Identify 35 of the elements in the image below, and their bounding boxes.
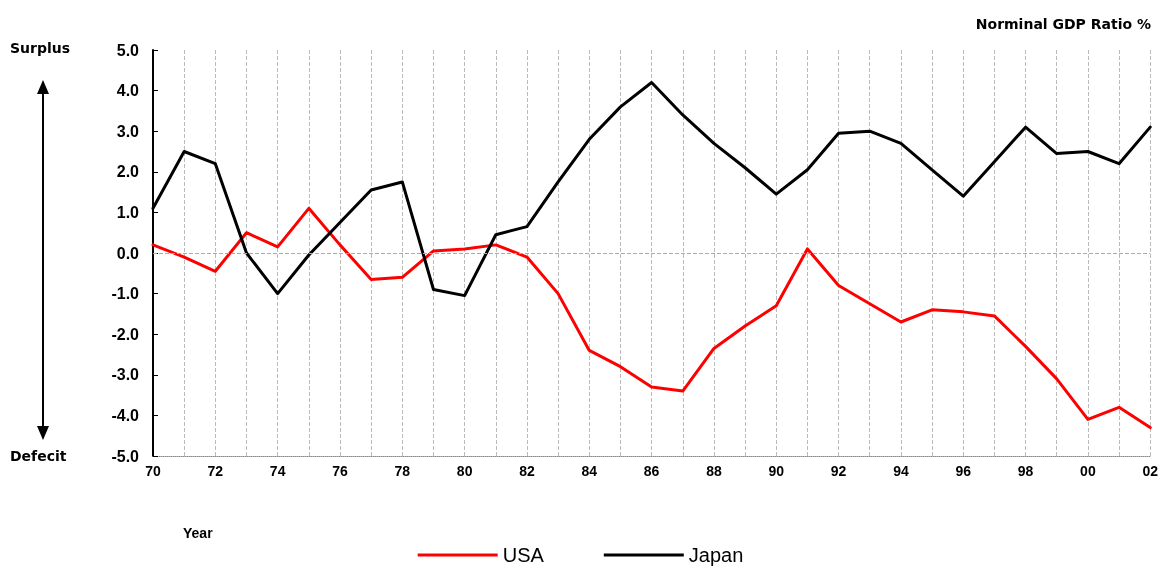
line-series bbox=[151, 206, 1152, 430]
x-tick-label: 00 bbox=[1080, 463, 1096, 479]
y-tick-label: 3.0 bbox=[116, 122, 140, 140]
y-tick-label: 1.0 bbox=[116, 203, 140, 221]
x-tick-label: 82 bbox=[519, 463, 535, 479]
x-tick-label: 70 bbox=[145, 463, 161, 479]
x-tick-label: 02 bbox=[1142, 463, 1159, 479]
text: Surplus bbox=[10, 40, 71, 56]
x-tick-label: 94 bbox=[893, 463, 909, 479]
y-axis-title: Norminal GDP Ratio % bbox=[975, 16, 1151, 32]
x-tick-label: 80 bbox=[456, 463, 473, 479]
x-tick-label: 88 bbox=[706, 463, 722, 479]
x-tick-label: 90 bbox=[768, 463, 785, 479]
x-tick-label: 92 bbox=[830, 463, 847, 479]
y-tick-label: -2.0 bbox=[111, 325, 140, 343]
legend-label: Japan bbox=[688, 544, 744, 566]
x-tick-label: 98 bbox=[1017, 463, 1034, 479]
y-tick-label: -5.0 bbox=[111, 447, 140, 465]
x-tick-label: 86 bbox=[643, 463, 660, 479]
y-tick-label: 5.0 bbox=[116, 41, 140, 59]
x-axis-title: Year bbox=[183, 525, 214, 541]
y-tick-label: 0.0 bbox=[116, 244, 140, 262]
y-tick-label: 4.0 bbox=[116, 82, 140, 100]
legend-label: USA bbox=[502, 544, 545, 566]
x-tick-label: 72 bbox=[207, 463, 224, 479]
x-tick-label: 96 bbox=[955, 463, 972, 479]
y-tick-label: -3.0 bbox=[111, 366, 140, 384]
x-tick-label: 74 bbox=[269, 463, 286, 479]
y-tick-label: -4.0 bbox=[111, 406, 140, 424]
x-tick-label: 84 bbox=[581, 463, 598, 479]
x-tick-label: 78 bbox=[394, 463, 411, 479]
text: Defecit bbox=[10, 448, 67, 464]
y-tick-label: -1.0 bbox=[111, 285, 140, 303]
x-tick-label: 76 bbox=[332, 463, 348, 479]
y-tick-label: 2.0 bbox=[116, 163, 140, 181]
